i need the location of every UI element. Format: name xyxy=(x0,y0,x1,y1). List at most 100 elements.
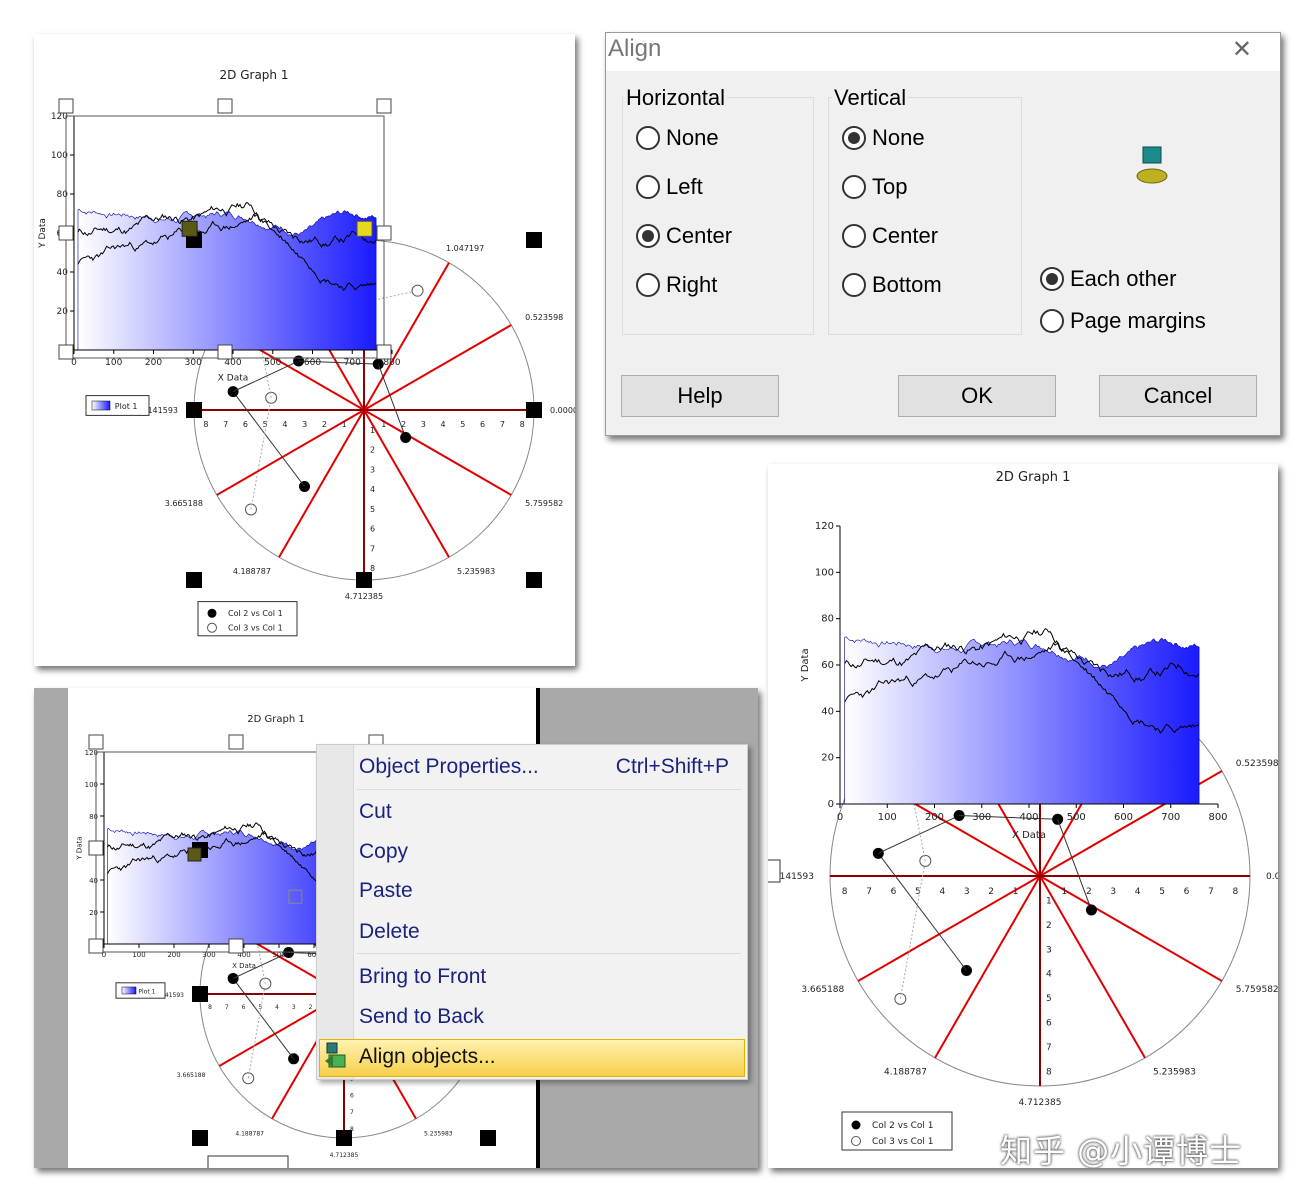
y-axis-label: Y Data xyxy=(38,218,48,249)
graph-title: 2D Graph 1 xyxy=(219,68,289,82)
radial-tick-label: 5 xyxy=(1159,887,1165,897)
polar-angle-label: 5.759582 xyxy=(525,499,563,508)
plot-legend-swatch xyxy=(91,400,111,411)
series-line-dashed xyxy=(899,860,926,999)
radial-tick-label: 7 xyxy=(225,1004,229,1011)
radial-tick-label: 8 xyxy=(370,564,375,573)
line-series-2 xyxy=(77,213,377,291)
radial-tick-label: 5 xyxy=(258,1004,262,1011)
graph-page-before: 2D Graph 1 8 7 6 5 4 3 2 1 1 1 2 2 3 3 4 4 5 5 6 6 7 7 8 8 1.047… xyxy=(34,34,575,666)
selection-handle-hollow xyxy=(58,344,74,360)
series-line xyxy=(1057,819,1092,911)
graph-canvas[interactable]: 8765432111223344556677881.0471970.523598… xyxy=(768,464,1278,1168)
selection-handle-filled xyxy=(192,1130,208,1146)
radial-tick-label: 2 xyxy=(1046,921,1052,931)
radial-tick-label: 2 xyxy=(309,1004,313,1011)
plot-legend-box xyxy=(85,395,150,416)
menu-item-send-to-back[interactable]: Send to Back xyxy=(359,1005,484,1028)
y-tick-label: 120 xyxy=(51,112,68,122)
cancel-button[interactable]: Cancel xyxy=(1099,375,1257,417)
radial-tick-label: 1 xyxy=(1013,887,1019,897)
menu-separator xyxy=(357,789,741,790)
menu-item-object-properties[interactable]: Object Properties... xyxy=(359,755,539,778)
selection-handle-filled xyxy=(186,402,202,418)
polar-angle-label: 3.141593 xyxy=(771,872,814,882)
x-tick-label: 100 xyxy=(105,358,122,368)
series-line-dashed xyxy=(250,397,272,510)
line-series-2 xyxy=(844,642,1200,734)
radial-tick-label: 2 xyxy=(1086,887,1092,897)
polar-angle-label: 4.712385 xyxy=(345,592,383,601)
y-tick-label: 120 xyxy=(85,749,98,757)
selection-handle-hollow xyxy=(88,734,104,750)
vertical-center-radio[interactable]: Center xyxy=(842,223,938,249)
radial-tick-label: 1 xyxy=(1062,887,1068,897)
menu-item-align-objects[interactable]: Align objects... xyxy=(359,1045,496,1068)
page-margins-radio[interactable]: Page margins xyxy=(1040,308,1206,334)
polar-radial-line xyxy=(216,409,365,496)
radial-tick-label: 4 xyxy=(1046,970,1052,980)
x-tick-label: 700 xyxy=(344,358,361,368)
x-tick-label: 800 xyxy=(383,358,400,368)
data-point-hollow xyxy=(894,992,907,1005)
horizontal-right-radio[interactable]: Right xyxy=(636,272,717,298)
plot-legend-box xyxy=(768,859,781,883)
radial-tick-label: 6 xyxy=(1184,887,1190,897)
each-other-radio[interactable]: Each other xyxy=(1040,266,1176,292)
polar-radial-line xyxy=(857,875,1041,982)
align-preview-icon xyxy=(1136,146,1168,184)
radial-tick-label: 8 xyxy=(842,887,848,897)
vertical-none-radio[interactable]: None xyxy=(842,125,925,151)
radial-tick-label: 4 xyxy=(282,420,287,429)
radial-tick-label: 5 xyxy=(1046,994,1052,1004)
menu-item-paste[interactable]: Paste xyxy=(359,879,413,902)
series-line xyxy=(877,853,967,971)
radial-tick-label: 2 xyxy=(401,420,406,429)
radial-tick-label: 6 xyxy=(370,525,375,534)
horizontal-left-radio[interactable]: Left xyxy=(636,174,703,200)
horizontal-none-radio[interactable]: None xyxy=(636,125,719,151)
x-tick-label: 400 xyxy=(224,358,241,368)
polar-angle-label: 0.523598 xyxy=(1236,759,1278,769)
vertical-top-radio[interactable]: Top xyxy=(842,174,907,200)
polar-angle-label: 4.712385 xyxy=(1019,1098,1062,1108)
menu-item-cut[interactable]: Cut xyxy=(359,800,392,823)
horizontal-center-radio[interactable]: Center xyxy=(636,223,732,249)
close-icon[interactable]: ✕ xyxy=(1231,36,1252,63)
selection-handle-filled xyxy=(526,572,542,588)
radial-tick-label: 8 xyxy=(350,1126,354,1133)
ok-button[interactable]: OK xyxy=(898,375,1056,417)
radial-tick-label: 8 xyxy=(1046,1067,1052,1077)
polar-radial-line xyxy=(278,409,365,558)
legend-label: Col 2 vs Col 1 xyxy=(228,609,283,618)
radial-tick-label: 4 xyxy=(275,1004,279,1011)
legend-label: Col 3 vs Col 1 xyxy=(872,1137,934,1147)
radial-tick-label: 8 xyxy=(520,420,525,429)
radial-tick-label: 7 xyxy=(1046,1043,1052,1053)
series-line xyxy=(232,360,299,393)
vertical-bottom-radio[interactable]: Bottom xyxy=(842,272,942,298)
radial-tick-label: 3 xyxy=(1046,945,1052,955)
x-tick-label: 300 xyxy=(185,358,202,368)
menu-item-bring-to-front[interactable]: Bring to Front xyxy=(359,965,487,988)
help-button[interactable]: Help xyxy=(621,375,779,417)
radial-tick-label: 4 xyxy=(939,887,945,897)
polar-angle-label: 5.235983 xyxy=(424,1131,453,1138)
radial-tick-label: 5 xyxy=(370,505,375,514)
radial-tick-label: 7 xyxy=(350,1109,354,1116)
polar-angle-label: 0.523598 xyxy=(525,313,563,322)
y-tick-label: 100 xyxy=(51,151,68,161)
menu-item-copy[interactable]: Copy xyxy=(359,840,409,863)
series-line xyxy=(959,815,1058,820)
radial-tick-label: 3 xyxy=(292,1004,296,1011)
radial-tick-label: 1 xyxy=(381,420,386,429)
polar-radial-line xyxy=(363,409,512,496)
menu-item-delete[interactable]: Delete xyxy=(359,920,420,943)
series-line xyxy=(232,391,305,487)
graph-page-after: 2D Graph 1 8765432111223344556677881.047… xyxy=(768,464,1278,1168)
context-menu: Object Properties... Ctrl+Shift+P Cut Co… xyxy=(316,744,748,1080)
plot-legend-label: Plot 1 xyxy=(115,402,138,411)
series-line xyxy=(232,978,294,1060)
polar-angle-label: 0.000000 xyxy=(550,406,575,415)
